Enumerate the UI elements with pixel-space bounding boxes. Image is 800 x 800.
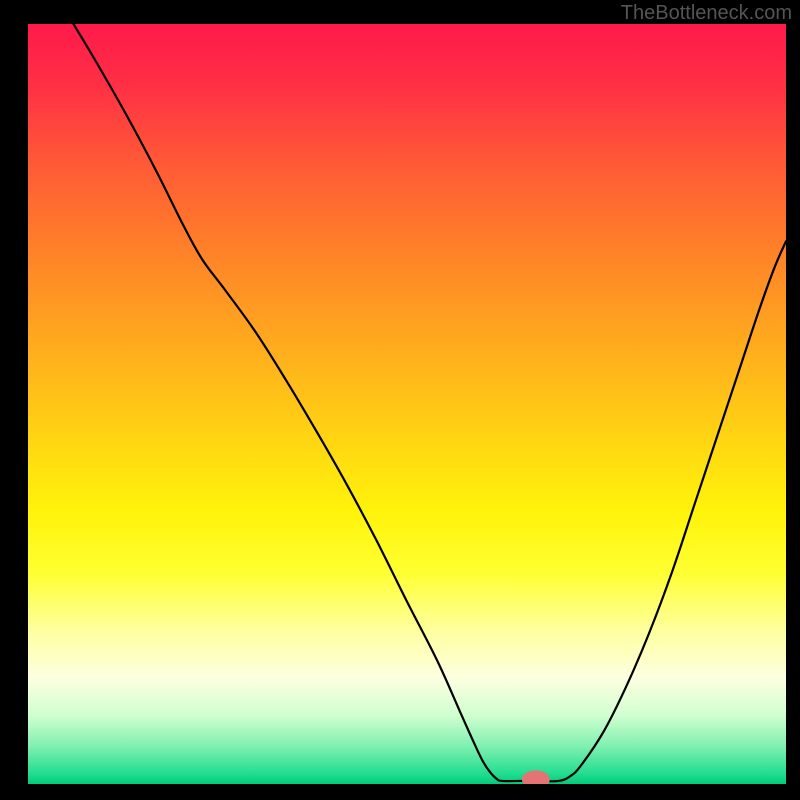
watermark-text: TheBottleneck.com xyxy=(621,2,792,25)
chart-container: TheBottleneck.com xyxy=(0,0,800,800)
bottleneck-curve-chart xyxy=(28,24,786,784)
gradient-background xyxy=(28,24,786,784)
plot-area xyxy=(28,24,786,784)
